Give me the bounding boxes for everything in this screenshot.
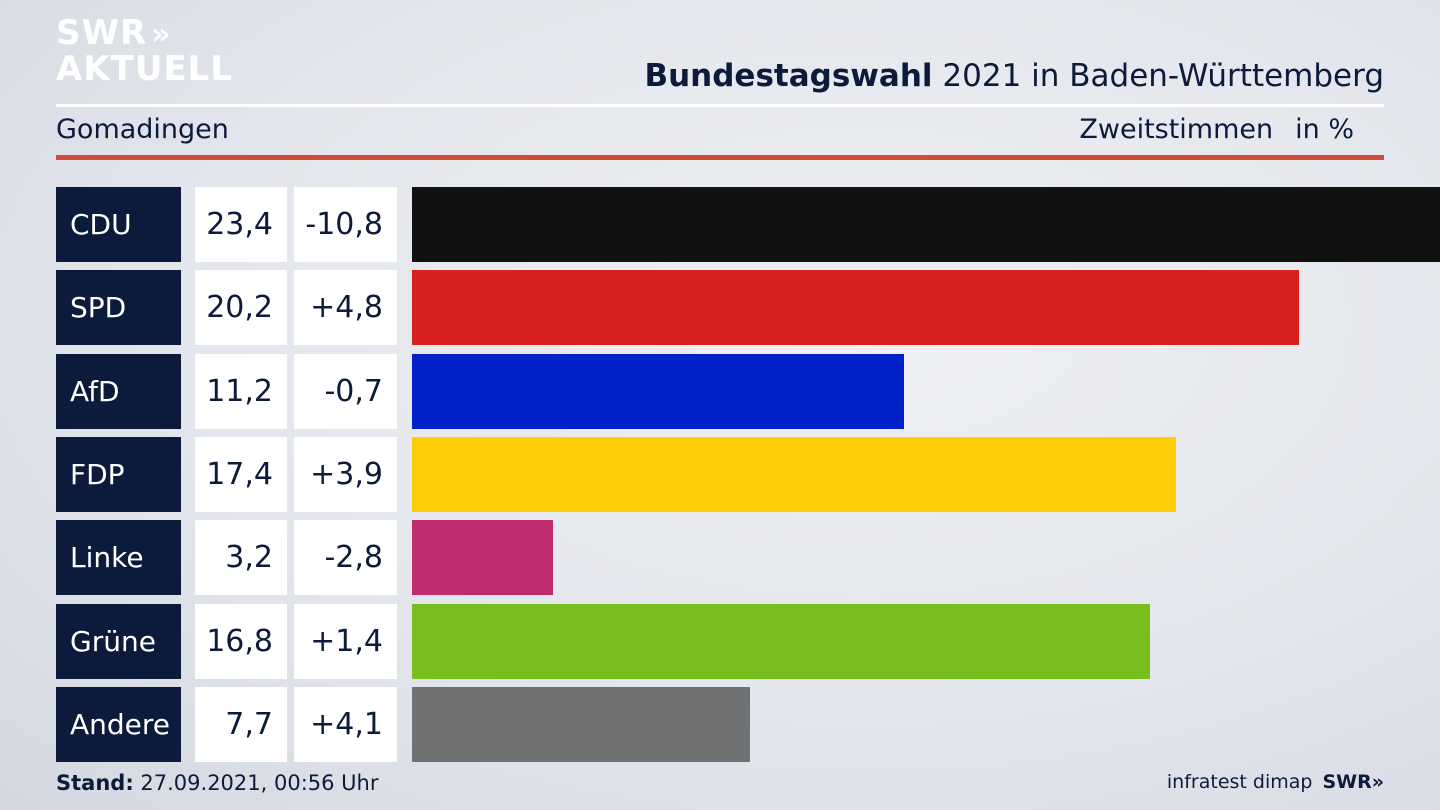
- location-label: Gomadingen: [56, 114, 229, 145]
- party-label: AfD: [56, 353, 181, 429]
- chart-row: SPD 20,2 +4,8: [56, 270, 1440, 346]
- swr-brand-logo: SWR»: [1322, 771, 1384, 793]
- vote-share-label: 11,2: [195, 353, 287, 429]
- vote-share-label: 17,4: [195, 436, 287, 512]
- accent-divider: [56, 155, 1384, 160]
- bar: [412, 603, 1150, 679]
- timestamp: Stand: 27.09.2021, 00:56 Uhr: [56, 771, 379, 795]
- swr-aktuell-logo: SWR» AKTUELL: [56, 13, 234, 89]
- vote-share-label: 16,8: [195, 603, 287, 679]
- bar: [412, 353, 904, 429]
- change-label: +4,8: [294, 270, 397, 346]
- party-label: SPD: [56, 270, 181, 346]
- chart-row: CDU 23,4 -10,8: [56, 187, 1440, 262]
- change-label: +4,1: [294, 686, 397, 762]
- vote-share-label: 7,7: [195, 686, 287, 762]
- change-label: -2,8: [294, 520, 397, 596]
- measure-label: Zweitstimmen in %: [1079, 114, 1354, 145]
- party-label: FDP: [56, 436, 181, 512]
- header-divider: [56, 104, 1384, 107]
- source-credit: infratest dimap SWR»: [1166, 771, 1384, 793]
- party-label: CDU: [56, 187, 181, 262]
- vote-share-label: 20,2: [195, 270, 287, 346]
- chart-row: Linke 3,2 -2,8: [56, 520, 1440, 596]
- chevron-icon: »: [151, 17, 171, 52]
- party-label: Linke: [56, 520, 181, 596]
- party-label: Andere: [56, 686, 181, 762]
- change-label: +1,4: [294, 603, 397, 679]
- change-label: -0,7: [294, 353, 397, 429]
- page-title: Bundestagswahl 2021 in Baden-Württemberg: [644, 58, 1384, 94]
- bar: [412, 436, 1176, 512]
- bar: [412, 686, 750, 762]
- vote-share-label: 3,2: [195, 520, 287, 596]
- bar: [412, 270, 1299, 346]
- chart-row: Andere 7,7 +4,1: [56, 686, 1440, 762]
- bar: [412, 520, 553, 596]
- chart-row: AfD 11,2 -0,7: [56, 353, 1440, 429]
- party-label: Grüne: [56, 603, 181, 679]
- chart-row: FDP 17,4 +3,9: [56, 436, 1440, 512]
- chart-row: Grüne 16,8 +1,4: [56, 603, 1440, 679]
- bar: [412, 187, 1440, 262]
- change-label: +3,9: [294, 436, 397, 512]
- vote-share-label: 23,4: [195, 187, 287, 262]
- change-label: -10,8: [294, 187, 397, 262]
